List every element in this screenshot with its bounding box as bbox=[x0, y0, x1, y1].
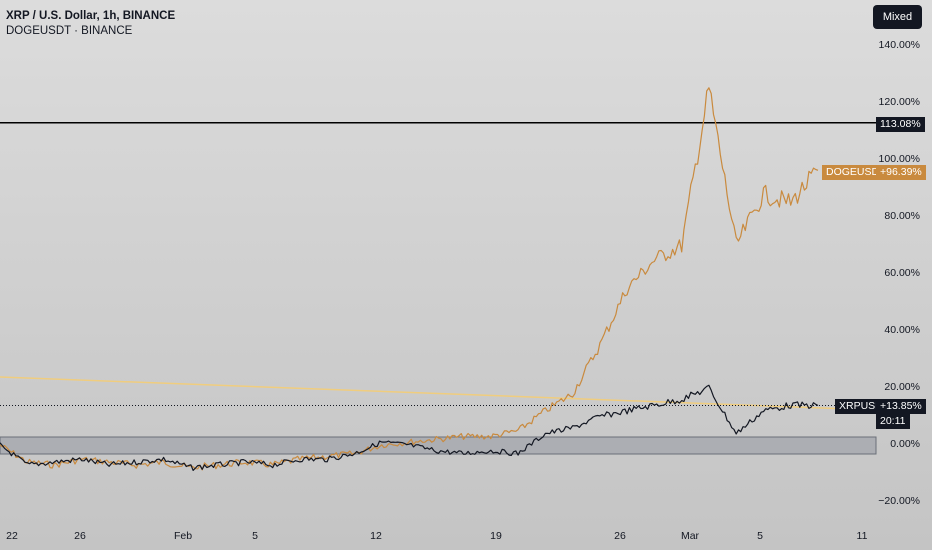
x-tick-label: 19 bbox=[490, 530, 502, 542]
doge-series-line bbox=[0, 87, 819, 471]
doge-name-tag: DOGEUSDT bbox=[822, 165, 890, 180]
x-tick-label: 26 bbox=[74, 530, 86, 542]
hline-value-tag: 113.08% bbox=[876, 117, 925, 132]
x-tick-label: 5 bbox=[252, 530, 258, 542]
y-tick-label: 20.00% bbox=[884, 381, 920, 393]
scale-mode-button[interactable]: Mixed bbox=[873, 5, 922, 29]
countdown-tag: 20:11 bbox=[876, 414, 910, 429]
trendline bbox=[0, 376, 877, 411]
chart-legend: XRP / U.S. Dollar, 1h, BINANCE DOGEUSDT … bbox=[6, 9, 175, 39]
doge-value-tag: +96.39% bbox=[876, 165, 926, 180]
y-tick-label: 100.00% bbox=[878, 153, 920, 165]
xrp-value-tag: +13.85% bbox=[876, 399, 926, 414]
y-tick-label: 0.00% bbox=[890, 438, 920, 450]
x-tick-label: Feb bbox=[173, 530, 193, 542]
y-tick-label: 120.00% bbox=[878, 96, 920, 108]
xrp-name-tag: XRPUSD bbox=[835, 399, 887, 414]
y-tick-label: −20.00% bbox=[878, 495, 920, 507]
compare-symbol-label[interactable]: DOGEUSDT · BINANCE bbox=[6, 25, 133, 37]
y-tick-label: 60.00% bbox=[884, 267, 920, 279]
x-tick-label: 5 bbox=[757, 530, 763, 542]
y-tick-label: 80.00% bbox=[884, 210, 920, 222]
x-tick-label: 12 bbox=[370, 530, 382, 542]
symbol-title[interactable]: XRP / U.S. Dollar, 1h, BINANCE bbox=[6, 10, 176, 22]
x-tick-label: 22 bbox=[6, 530, 18, 542]
range-box bbox=[0, 436, 877, 455]
y-tick-label: 140.00% bbox=[878, 39, 920, 51]
xrp-series-line bbox=[0, 384, 819, 471]
y-tick-label: 40.00% bbox=[884, 324, 920, 336]
x-tick-label: Mar bbox=[680, 530, 700, 542]
x-tick-label: 26 bbox=[614, 530, 626, 542]
x-tick-label: 11 bbox=[856, 530, 868, 542]
